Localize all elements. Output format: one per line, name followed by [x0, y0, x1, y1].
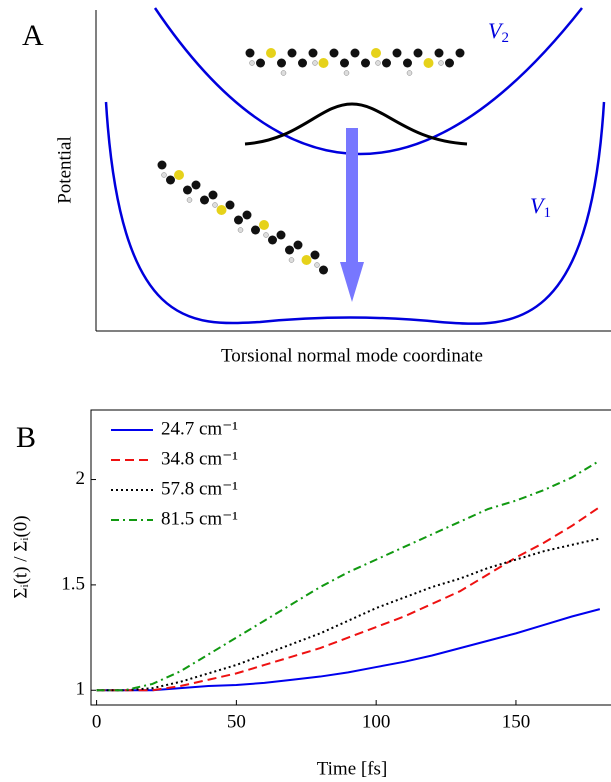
atom: [285, 245, 294, 255]
atom: [340, 58, 349, 68]
hydrogen: [288, 257, 295, 263]
atom: [413, 48, 423, 58]
atom: [371, 48, 381, 58]
x-tick-label: 0: [92, 711, 102, 732]
hydrogen: [312, 60, 318, 66]
atom: [301, 255, 312, 265]
atom: [245, 48, 255, 58]
subscript: 2: [501, 30, 509, 46]
arrow-shaft: [346, 128, 358, 273]
wavepacket: [244, 102, 468, 146]
upper-potential: [153, 7, 583, 156]
atom: [382, 58, 391, 68]
y-axis-label: Potential: [54, 136, 75, 204]
atom: [251, 225, 260, 235]
atom: [277, 58, 286, 68]
lower-potential: [104, 101, 606, 325]
curve-label: V2: [488, 18, 509, 46]
legend-label: 81.5 cm⁻¹: [161, 508, 238, 529]
atom: [276, 230, 286, 240]
atom: [225, 200, 235, 210]
panel-label: B: [16, 421, 36, 454]
atom: [318, 58, 329, 68]
atom: [423, 58, 434, 68]
atom: [455, 48, 465, 58]
atom: [259, 220, 269, 230]
axes-frame: [90, 409, 611, 706]
legend-label: 34.8 cm⁻¹: [161, 448, 238, 469]
legend-label: 57.8 cm⁻¹: [161, 478, 238, 499]
atom: [256, 58, 265, 68]
atom: [166, 175, 175, 185]
atom: [434, 48, 444, 58]
hydrogen: [280, 70, 287, 76]
atom: [308, 48, 318, 58]
x-tick-label: 100: [362, 711, 391, 732]
atom: [350, 48, 360, 58]
atom: [445, 58, 454, 68]
atom: [208, 190, 218, 200]
y-tick-label: 2: [76, 468, 86, 489]
panel-a: A V2 V1 Potential Torsional normal mode …: [22, 7, 611, 366]
atom: [234, 215, 243, 225]
x-tick-label: 150: [502, 711, 531, 732]
molecules: [157, 48, 465, 275]
symbol: V: [488, 18, 504, 43]
x-axis-label: Torsional normal mode coordinate: [221, 345, 483, 366]
atom: [361, 58, 370, 68]
hydrogen: [186, 197, 193, 203]
atom: [183, 185, 192, 195]
x-tick-label: 50: [227, 711, 246, 732]
atom: [200, 195, 209, 205]
panel-label: A: [22, 19, 44, 52]
hydrogen: [406, 70, 413, 76]
hydrogen: [263, 232, 269, 238]
arrow-head: [340, 262, 364, 302]
atom: [266, 48, 276, 58]
y-axis-label: Σᵢ(t) / Σᵢ(0): [10, 515, 31, 598]
atom: [293, 240, 303, 250]
atom: [268, 235, 277, 245]
panel-b: B Time [fs] Σᵢ(t) / Σᵢ(0) 0 50 100 150 1 1.5 2…: [10, 409, 611, 779]
curve-label: V1: [530, 193, 551, 221]
atom: [310, 250, 320, 260]
y-tick-label: 1: [76, 679, 86, 700]
atom: [298, 58, 307, 68]
atom: [242, 210, 252, 220]
hydrogen: [438, 60, 444, 66]
legend-label: 24.7 cm⁻¹: [161, 418, 238, 439]
series-line: [96, 459, 601, 692]
hydrogen: [343, 70, 350, 76]
hydrogen: [237, 227, 244, 233]
atom: [174, 170, 184, 180]
atom: [157, 160, 167, 170]
hydrogen: [375, 60, 381, 66]
atom: [329, 48, 339, 58]
series-line: [96, 506, 601, 692]
symbol: V: [530, 193, 546, 218]
hydrogen: [249, 60, 255, 66]
atom: [319, 265, 328, 275]
atom: [216, 205, 227, 215]
y-tick-label: 1.5: [61, 573, 85, 594]
series-line: [96, 608, 601, 692]
atom: [191, 180, 201, 190]
hydrogen: [161, 172, 167, 178]
subscript: 1: [543, 205, 551, 221]
x-axis-label: Time [fs]: [317, 758, 388, 779]
hydrogen: [314, 262, 320, 268]
atom: [287, 48, 297, 58]
atom: [403, 58, 412, 68]
hydrogen: [212, 202, 218, 208]
atom: [392, 48, 402, 58]
series-line: [96, 537, 601, 692]
